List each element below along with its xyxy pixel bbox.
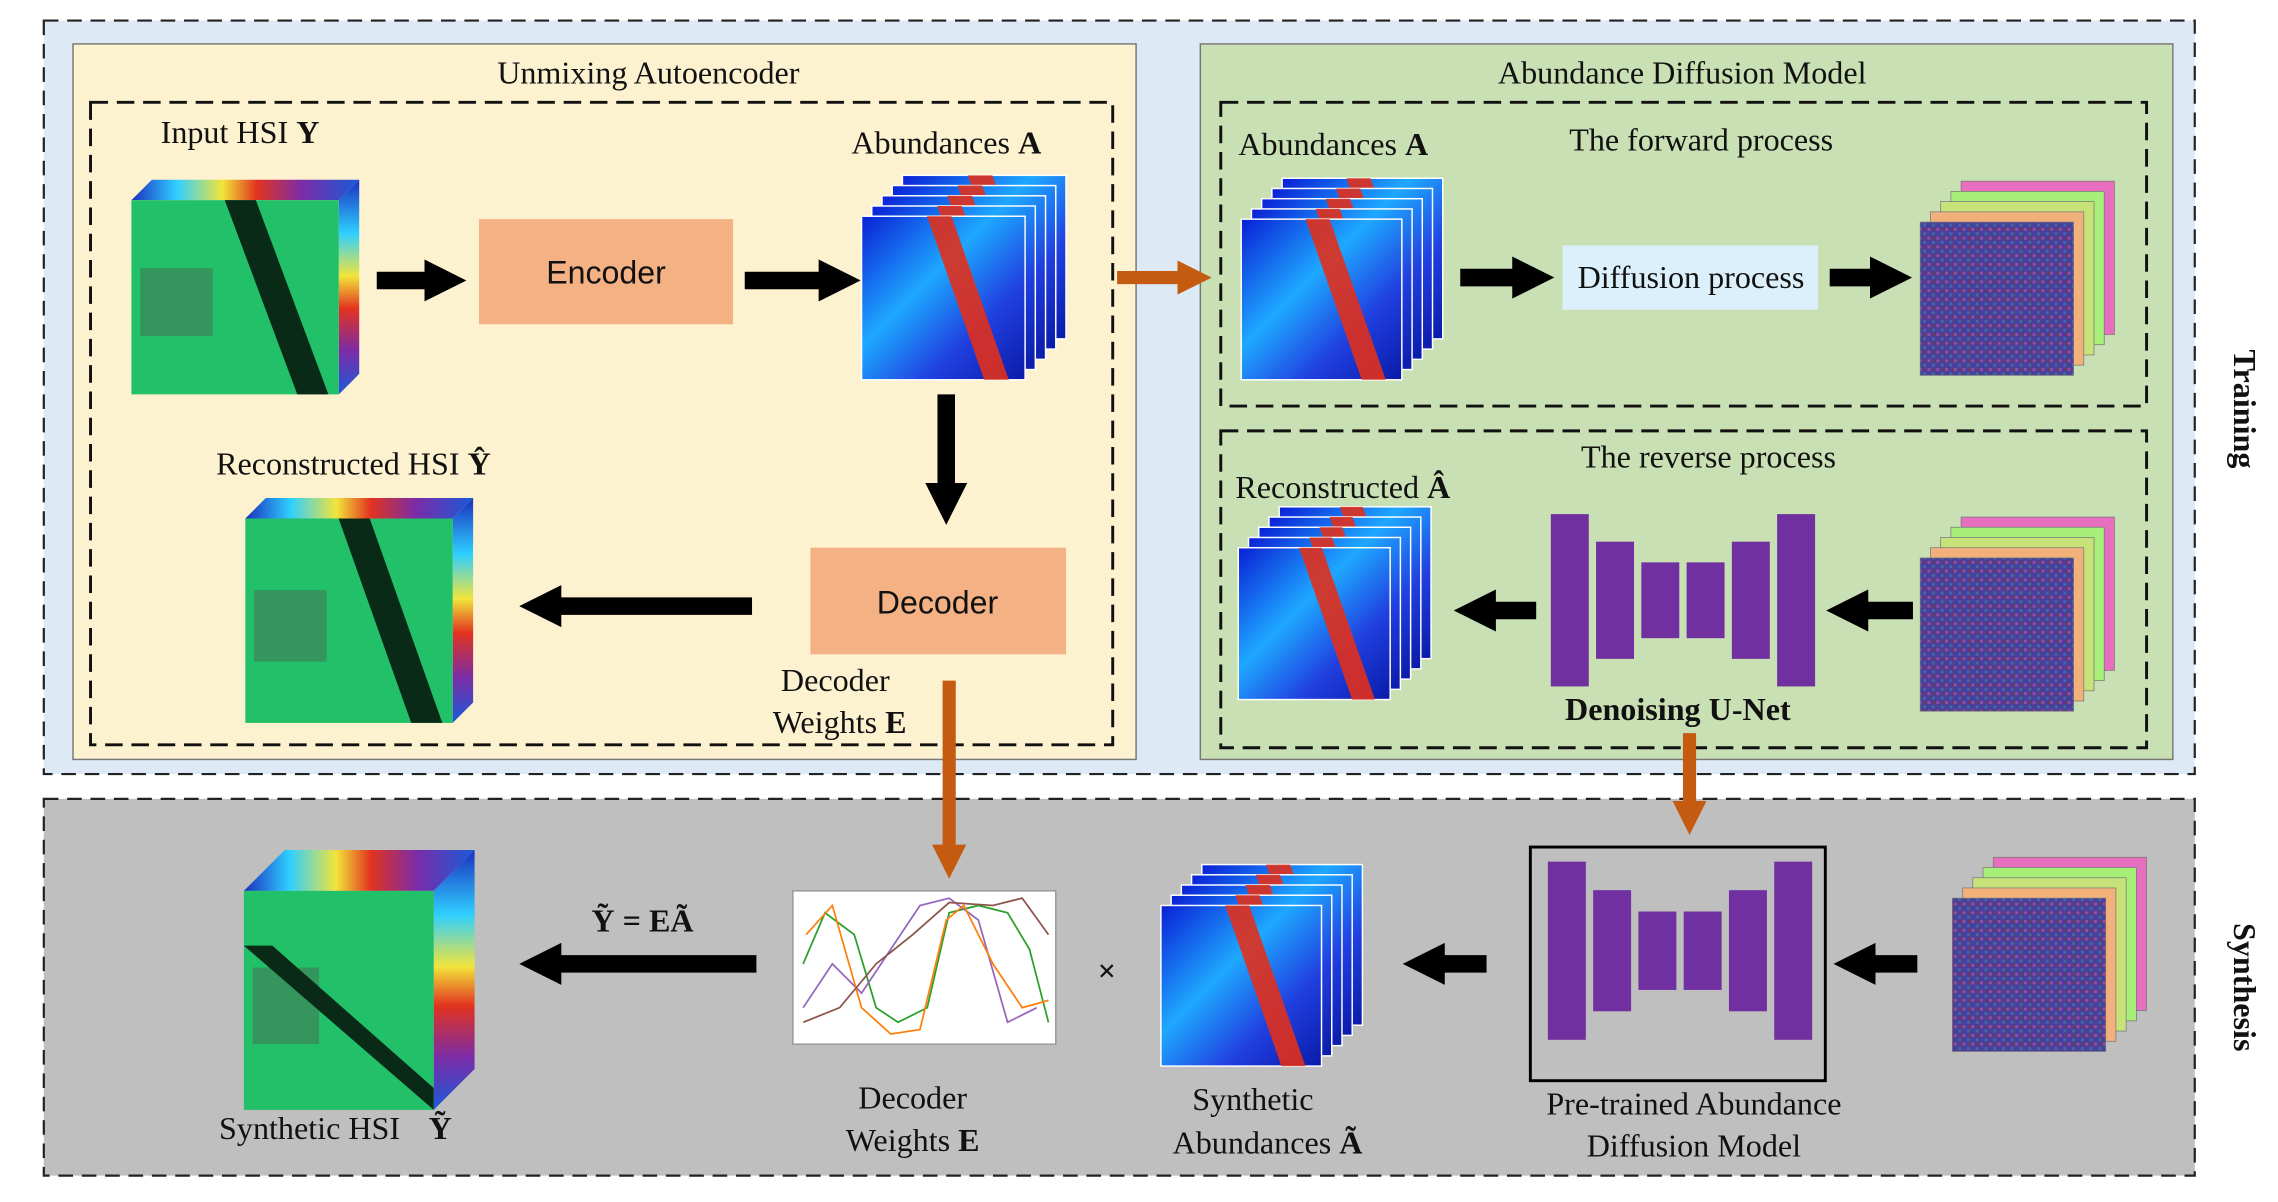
decoder-box bbox=[810, 547, 1066, 655]
input-label: Input HSI Y bbox=[161, 114, 320, 150]
cube-field bbox=[254, 590, 327, 662]
reverse-box bbox=[1219, 429, 2149, 750]
forward-title: The forward process bbox=[1569, 122, 1833, 158]
pretrained-label: Diffusion Model bbox=[1587, 1128, 1801, 1164]
panel-title: Unmixing Autoencoder bbox=[497, 54, 800, 90]
decoder-label: Decoder bbox=[877, 584, 999, 620]
decoder-weights-label: Weights E bbox=[846, 1122, 980, 1158]
unet-block bbox=[1777, 514, 1816, 687]
times-sign: × bbox=[1098, 952, 1116, 988]
cube-side bbox=[452, 498, 474, 723]
unet-block bbox=[1683, 911, 1722, 990]
unet-block bbox=[1686, 562, 1725, 639]
abundance-stripe bbox=[926, 216, 1009, 380]
forward-box bbox=[1219, 100, 2149, 408]
cube-side bbox=[433, 849, 475, 1110]
reconstructed-label: Reconstructed Â bbox=[1235, 469, 1450, 505]
synthetic-hsi-label: Synthetic HSI Ỹ bbox=[219, 1110, 452, 1146]
unet-block bbox=[1638, 911, 1677, 990]
cube-top bbox=[243, 849, 475, 891]
noise-stack bbox=[1919, 516, 2115, 712]
autoencoder-inner bbox=[89, 100, 1115, 747]
unet-block bbox=[1593, 890, 1632, 1012]
hsi-cube bbox=[131, 179, 360, 395]
unet-block bbox=[1731, 541, 1770, 659]
unet-block bbox=[1596, 541, 1635, 659]
abundance-stripe bbox=[1225, 905, 1306, 1067]
diffusion-process-box bbox=[1562, 245, 1819, 310]
abundance-stack bbox=[1240, 177, 1444, 381]
noise-layer bbox=[1919, 221, 2074, 376]
weights-plot bbox=[792, 890, 1057, 1045]
abundances-label: Abundances A bbox=[851, 124, 1041, 160]
unet bbox=[1550, 514, 1816, 687]
pretrained-label: Pre-trained Abundance bbox=[1546, 1085, 1841, 1121]
abundances-label: Abundances A bbox=[1238, 126, 1428, 162]
abundance-stripe bbox=[1305, 219, 1386, 380]
unet-block bbox=[1641, 562, 1680, 639]
noise-layer bbox=[1951, 897, 2107, 1052]
cube-field bbox=[140, 268, 213, 337]
synthesis-label: Synthesis bbox=[2227, 923, 2263, 1052]
noise-layer bbox=[1919, 557, 2074, 712]
decoder-weights-label: Decoder bbox=[781, 662, 890, 698]
cube-side bbox=[338, 179, 360, 395]
abundance-stack bbox=[860, 174, 1067, 381]
cube-top bbox=[245, 498, 474, 519]
noise-stack bbox=[1919, 180, 2115, 376]
encoder-box bbox=[478, 219, 734, 325]
reverse-title: The reverse process bbox=[1581, 438, 1836, 474]
synthetic-abundances-label: Abundances Ã bbox=[1173, 1125, 1363, 1161]
unet-block bbox=[1774, 861, 1813, 1040]
cube-top bbox=[131, 179, 360, 201]
pretrained-box bbox=[1528, 845, 1827, 1083]
unet bbox=[1547, 861, 1813, 1040]
abundance-stack bbox=[1160, 863, 1364, 1067]
unet-block bbox=[1550, 514, 1589, 687]
synthetic-abundances-label: Synthetic bbox=[1192, 1081, 1313, 1117]
reconstructed-label: Reconstructed HSI Ŷ bbox=[216, 446, 491, 482]
hsi-cube bbox=[245, 498, 474, 723]
hsi-cube bbox=[243, 849, 475, 1110]
training-label: Training bbox=[2227, 349, 2263, 468]
encoder-label: Encoder bbox=[546, 254, 666, 290]
diffusion-process-label: Diffusion process bbox=[1578, 259, 1805, 295]
abundance-stack bbox=[1237, 506, 1432, 701]
decoder-weights-label: Weights E bbox=[773, 704, 907, 740]
cube-river bbox=[224, 200, 329, 395]
unet-label: Denoising U-Net bbox=[1565, 691, 1791, 727]
cube-river bbox=[338, 518, 443, 723]
weights-curves bbox=[802, 897, 1050, 1035]
unet-block bbox=[1728, 890, 1767, 1012]
decoder-weights-label: Decoder bbox=[858, 1079, 967, 1115]
panel-title: Abundance Diffusion Model bbox=[1498, 54, 1867, 90]
noise-stack bbox=[1951, 856, 2147, 1052]
abundance-stripe bbox=[1299, 547, 1375, 700]
equation: Ỹ = EÃ bbox=[591, 903, 693, 939]
unet-block bbox=[1547, 861, 1586, 1040]
